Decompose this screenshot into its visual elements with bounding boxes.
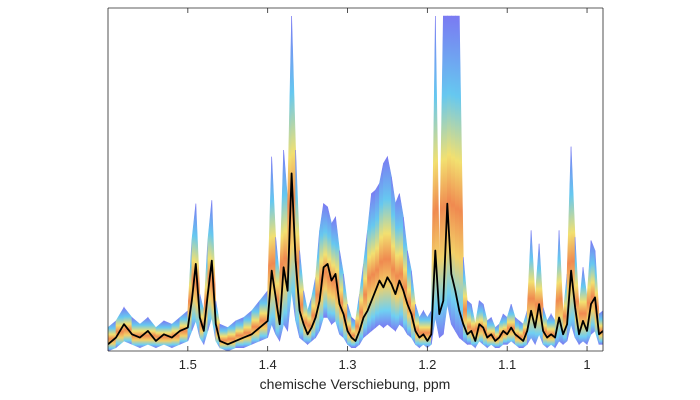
axes <box>107 7 604 352</box>
band-segment <box>379 163 384 329</box>
band-segment <box>219 323 229 351</box>
band-segment <box>359 263 364 346</box>
band-segment <box>447 15 452 325</box>
band-segment <box>371 189 376 332</box>
band-segment <box>363 230 368 339</box>
band-segment <box>598 310 603 345</box>
band-segment <box>415 304 420 349</box>
band-segment <box>347 304 352 349</box>
band-segment <box>323 202 328 318</box>
band-segment <box>395 193 400 332</box>
distribution-band-layer <box>108 15 603 351</box>
band-segment <box>227 320 237 351</box>
band-segment <box>307 297 312 345</box>
band-segment <box>411 270 416 346</box>
band-segment <box>514 316 520 349</box>
band-segment <box>522 310 528 349</box>
x-axis-ticks: 1.5 1.4 1.3 1.2 1.1 1 <box>179 8 591 372</box>
band-segment <box>478 300 484 345</box>
x-tick-label: 1.2 <box>418 357 436 372</box>
band-segment <box>458 15 464 342</box>
band-segment <box>582 267 588 345</box>
x-tick-label: 1.4 <box>259 357 277 372</box>
plot-area <box>108 15 603 351</box>
band-segment <box>482 304 488 349</box>
band-segment <box>259 289 268 342</box>
band-segment <box>351 316 356 348</box>
band-segment <box>506 304 512 345</box>
band-segment <box>466 300 472 345</box>
band-segment <box>375 182 380 329</box>
band-segment <box>502 313 508 345</box>
band-segment <box>303 290 308 345</box>
band-segment <box>407 250 412 339</box>
band-segment <box>518 320 524 348</box>
band-segment <box>343 273 348 346</box>
band-segment <box>235 317 245 348</box>
band-segment <box>550 313 556 349</box>
band-segment <box>299 250 304 342</box>
band-segment <box>291 15 296 321</box>
band-segment <box>283 149 288 332</box>
band-segment <box>275 237 280 343</box>
band-segment <box>383 155 388 329</box>
band-segment <box>486 316 492 349</box>
band-segment <box>108 320 117 351</box>
band-segment <box>331 215 336 325</box>
band-segment <box>399 193 404 329</box>
band-segment <box>131 316 141 349</box>
band-segment <box>315 230 320 339</box>
band-segment <box>251 299 260 345</box>
band-segment <box>419 309 424 349</box>
band-segment <box>311 277 316 342</box>
x-axis-label: chemische Verschiebung, ppm <box>260 376 451 392</box>
x-tick-label: 1.3 <box>338 357 356 372</box>
spectrum-line-layer <box>108 172 603 346</box>
band-segment <box>367 193 372 335</box>
band-segment <box>403 216 408 336</box>
x-tick-label: 1 <box>583 357 590 372</box>
band-segment <box>339 250 344 339</box>
band-segment <box>243 310 253 349</box>
band-segment <box>546 313 552 349</box>
x-tick-label: 1.1 <box>498 357 516 372</box>
band-segment <box>494 323 500 348</box>
band-segment <box>271 156 276 335</box>
band-segment <box>542 307 548 349</box>
band-segment <box>391 176 396 332</box>
x-tick-label: 1.5 <box>179 357 197 372</box>
spectrum-line <box>108 172 603 346</box>
band-segment <box>590 240 596 335</box>
band-segment <box>490 317 496 349</box>
band-segment <box>423 309 428 349</box>
band-segment <box>510 304 516 345</box>
band-segment <box>439 15 444 339</box>
band-segment <box>387 156 392 329</box>
band-segment <box>534 243 540 345</box>
